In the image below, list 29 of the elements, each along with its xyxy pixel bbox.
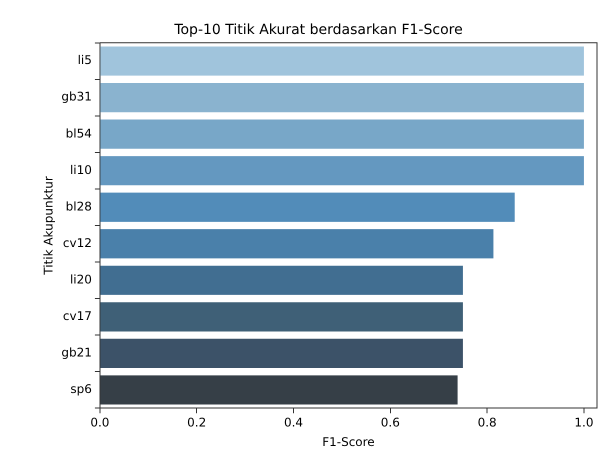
bar	[100, 302, 463, 332]
x-tick-label: 0.6	[380, 416, 400, 430]
y-tick-label: cv12	[62, 236, 92, 250]
x-tick-label: 0.4	[284, 416, 304, 430]
y-tick-label: bl28	[66, 199, 92, 214]
bar	[100, 338, 463, 368]
y-tick-label: cv17	[62, 308, 92, 323]
bar	[100, 82, 584, 112]
x-axis-title: F1-Score	[322, 434, 375, 449]
y-tick-label: bl54	[66, 126, 92, 140]
bar	[100, 46, 584, 76]
y-tick-label: sp6	[70, 382, 92, 396]
y-tick-label: gb31	[61, 90, 92, 104]
chart-title: Top-10 Titik Akurat berdasarkan F1-Score	[173, 22, 463, 38]
bar	[100, 120, 584, 149]
x-tick-label: 0.2	[187, 416, 206, 430]
x-tick-label: 0.0	[90, 416, 110, 430]
x-tick-label: 1.0	[574, 416, 594, 430]
bar	[100, 375, 458, 405]
y-tick-label: li20	[70, 272, 92, 286]
y-tick-label: gb21	[61, 346, 92, 360]
bar	[100, 229, 494, 258]
bar	[100, 156, 584, 186]
bar	[100, 266, 463, 295]
bar	[100, 192, 515, 222]
x-tick-label: 0.8	[478, 416, 497, 430]
y-tick-label: li10	[70, 162, 92, 177]
y-tick-label: li5	[78, 53, 92, 68]
y-axis-title: Titik Akupunktur	[41, 176, 56, 276]
